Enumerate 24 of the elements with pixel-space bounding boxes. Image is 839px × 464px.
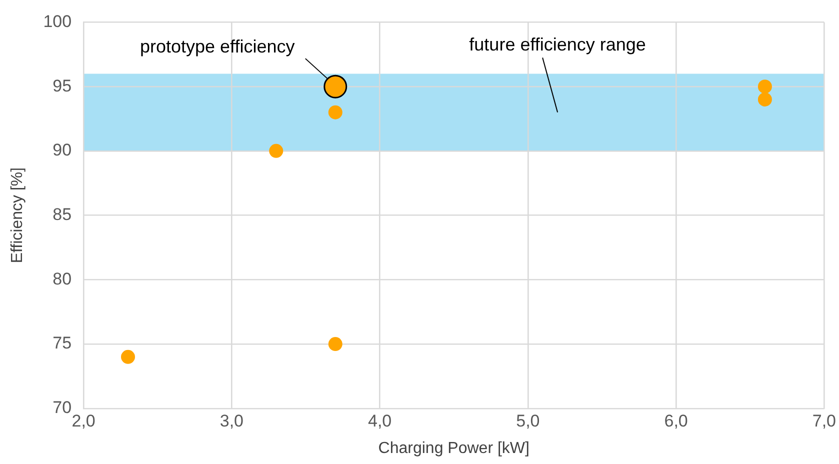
- y-tick-label: 100: [43, 12, 72, 31]
- point: [324, 74, 348, 98]
- x-tick-label: 6,0: [664, 411, 688, 430]
- y-tick-label: 85: [52, 204, 72, 224]
- y-tick-label: 75: [52, 334, 72, 353]
- point: [269, 144, 284, 158]
- y-tick-label: 90: [52, 140, 72, 160]
- y-tick-label: 80: [52, 269, 72, 288]
- y-tick-label: 95: [52, 76, 72, 96]
- point: [758, 80, 772, 94]
- x-tick-label: 2,0: [72, 411, 96, 430]
- point: [121, 350, 135, 364]
- x-tick-label: 5,0: [516, 411, 540, 430]
- x-tick-label: 7,0: [812, 411, 836, 430]
- point: [328, 337, 342, 352]
- x-tick-label: 4,0: [368, 411, 392, 430]
- text: prototype efficiency: [140, 36, 295, 57]
- x-axis-title: Charging Power [kW]: [378, 440, 530, 457]
- y-tick-label: 70: [52, 398, 72, 418]
- point: [328, 105, 342, 120]
- point: [758, 92, 772, 106]
- x-tick-label: 3,0: [220, 411, 244, 430]
- y-axis-title: Efficiency [%]: [9, 167, 26, 264]
- band-label: future efficiency range: [469, 34, 646, 55]
